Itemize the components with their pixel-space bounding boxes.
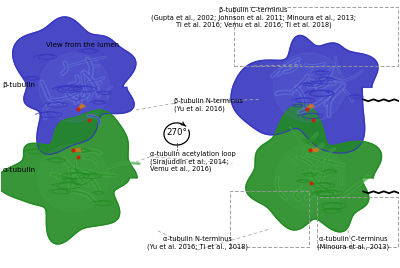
Polygon shape xyxy=(0,110,137,244)
Text: α-tubulin: α-tubulin xyxy=(3,167,36,173)
Bar xyxy=(317,197,398,247)
Text: α-tubulin C-terminus
(Minoura et al., 2013): α-tubulin C-terminus (Minoura et al., 20… xyxy=(317,236,389,250)
Text: α-tubulin N-terminus
(Yu et al. 2016; Ti et al., 2018): α-tubulin N-terminus (Yu et al. 2016; Ti… xyxy=(147,236,248,250)
Text: 270°: 270° xyxy=(166,128,187,137)
Text: View from the lumen: View from the lumen xyxy=(46,42,120,48)
Polygon shape xyxy=(13,17,136,154)
Text: β-tubulin C-terminus
(Gupta et al., 2002; Johnson et al. 2011; Minoura et al., 2: β-tubulin C-terminus (Gupta et al., 2002… xyxy=(151,7,356,28)
Polygon shape xyxy=(246,104,382,232)
Text: β-tubulin: β-tubulin xyxy=(3,82,36,88)
Bar xyxy=(234,7,398,66)
Polygon shape xyxy=(37,144,109,211)
Text: β-tubulin N-terminus
(Yu et al. 2016): β-tubulin N-terminus (Yu et al. 2016) xyxy=(174,98,243,111)
Polygon shape xyxy=(274,53,345,122)
Polygon shape xyxy=(231,35,378,153)
Polygon shape xyxy=(39,53,110,122)
Polygon shape xyxy=(275,144,346,211)
Bar xyxy=(230,191,309,247)
Text: α-tubulin acetylation loop
(Sirajuddin et al., 2014;
Vemu et al., 2016): α-tubulin acetylation loop (Sirajuddin e… xyxy=(150,151,236,172)
